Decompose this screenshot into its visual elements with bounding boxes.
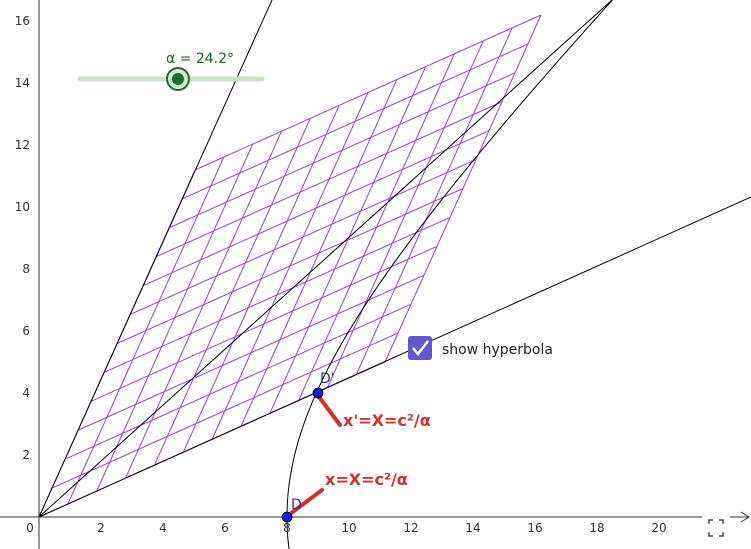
hyperbola (286, 0, 614, 549)
point-label: D' (320, 371, 335, 387)
tick-labels: 0 2 4 6 8 10 12 14 16 18 20 2 4 6 8 10 12 14 16 (15, 14, 667, 535)
y-tick-label: 4 (22, 386, 30, 400)
y-tick-label: 6 (22, 324, 30, 338)
arrow-dprime (317, 395, 342, 427)
checkmark (412, 340, 429, 356)
x-tick-label: 6 (221, 521, 229, 535)
fullscreen-button[interactable] (702, 514, 730, 542)
y-tick-label: 10 (15, 200, 30, 214)
checkbox-label[interactable]: show hyperbola (442, 342, 553, 358)
x-tick-label: 18 (589, 521, 604, 535)
x-tick-label: 20 (651, 521, 666, 535)
x-tick-label: 12 (403, 521, 418, 535)
y-tick-label: 12 (15, 138, 30, 152)
grid-line (384, 14, 542, 363)
grid-line (116, 188, 464, 344)
point-d[interactable] (281, 511, 293, 523)
grid-line (194, 14, 542, 171)
steep-line (38, 0, 273, 518)
x-tick-label: 10 (341, 521, 356, 535)
grid-line (155, 101, 503, 258)
x-tick-label: 8 (283, 521, 291, 535)
x-tick-label: 2 (97, 521, 105, 535)
grid-line (181, 43, 529, 200)
slider-label: α = 24.2° (166, 51, 234, 67)
annotation: x=X=c²/α (325, 470, 408, 489)
grid-line (269, 66, 427, 414)
checkbox[interactable] (408, 336, 432, 360)
x-tick-label: 0 (26, 521, 34, 535)
grid-line (355, 27, 513, 376)
grid-line (142, 130, 490, 287)
y-tick-label: 8 (22, 262, 30, 276)
fullscreen-icon (708, 519, 724, 537)
point-label: D (291, 497, 302, 513)
x-tick-label: 4 (159, 521, 167, 535)
diagonal-line (38, 0, 613, 518)
shallow-line (38, 196, 751, 518)
y-tick-label: 2 (22, 448, 30, 462)
x-tick-label: 16 (527, 521, 542, 535)
slider-knob-center (172, 73, 184, 85)
point-dprime[interactable] (312, 387, 324, 399)
annotation: x'=X=c²/α (343, 411, 431, 430)
y-tick-label: 16 (15, 14, 30, 28)
grid-line (240, 79, 398, 427)
x-tick-label: 14 (465, 521, 480, 535)
lattice-grid (38, 14, 542, 518)
x-axis-arrow (740, 511, 750, 523)
grid-line (129, 159, 477, 316)
grid-line (326, 40, 484, 389)
y-tick-label: 14 (15, 76, 30, 90)
arrow-d (288, 488, 324, 516)
grid-line (168, 72, 516, 229)
